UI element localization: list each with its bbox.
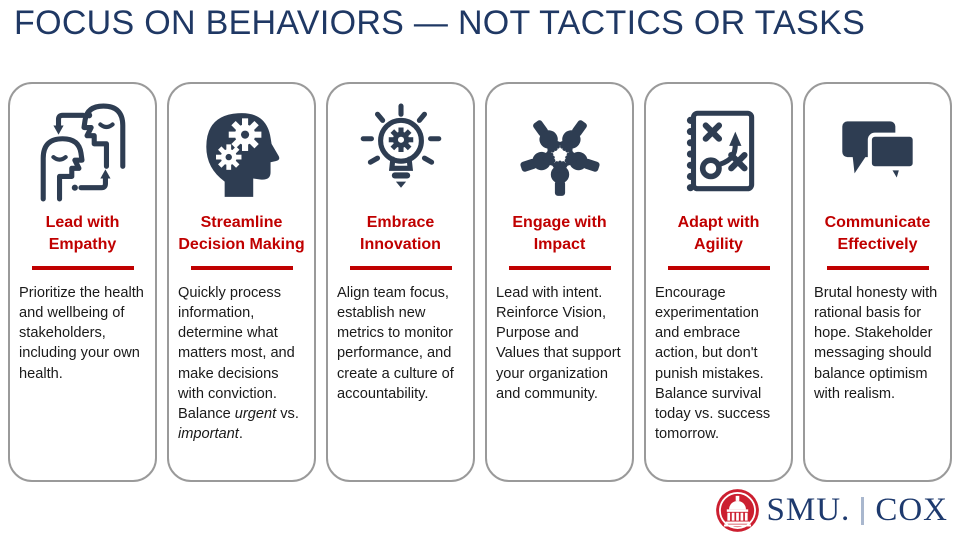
smu-seal-icon: [715, 488, 760, 533]
red-divider: [31, 266, 134, 270]
card-title: Embrace Innovation: [360, 214, 441, 253]
card-adapt-with-agility: Adapt with Agility Encourage experimenta…: [644, 82, 793, 482]
red-divider: [667, 266, 770, 270]
card-engage-with-impact: Engage with Impact Lead with intent. Rei…: [485, 82, 634, 482]
red-divider: [190, 266, 293, 270]
logo-divider: [861, 496, 865, 525]
lightbulb-gear-icon: [350, 96, 452, 208]
card-lead-with-empathy: Lead with Empathy Prioritize the health …: [8, 82, 157, 482]
speech-bubbles-icon: [827, 96, 929, 208]
strategy-playbook-icon: [668, 96, 770, 208]
card-embrace-innovation: Embrace Innovation Align team focus, est…: [326, 82, 475, 482]
red-divider: [349, 266, 452, 270]
slide-title: FOCUS ON BEHAVIORS — NOT TACTICS OR TASK…: [14, 4, 866, 42]
card-body: Brutal honesty with rational basis for h…: [814, 285, 938, 402]
card-body: Lead with intent. Reinforce Vision, Purp…: [496, 285, 621, 402]
behavior-cards: Lead with Empathy Prioritize the health …: [8, 82, 952, 482]
card-title: Engage with Impact: [512, 214, 607, 253]
card-title: Communicate Effectively: [824, 214, 931, 253]
card-body: Quickly process information, determine w…: [178, 285, 299, 442]
card-title: Lead with Empathy: [45, 214, 120, 253]
card-body: Encourage experimentation and embrace ac…: [655, 285, 771, 442]
logo-cox-text: COX: [875, 492, 948, 528]
empathy-heads-icon: [32, 96, 134, 208]
red-divider: [826, 266, 929, 270]
card-body: Align team focus, establish new metrics …: [337, 285, 454, 402]
head-gears-icon: [191, 96, 293, 208]
smu-cox-logo: SMU. COX: [715, 488, 948, 533]
card-title: Streamline Decision Making: [178, 214, 305, 253]
hands-together-icon: [509, 96, 611, 208]
card-body: Prioritize the health and wellbeing of s…: [19, 285, 144, 382]
card-communicate-effectively: Communicate Effectively Brutal honesty w…: [803, 82, 952, 482]
red-divider: [508, 266, 611, 270]
card-title: Adapt with Agility: [677, 214, 760, 253]
card-streamline-decision-making: Streamline Decision Making Quickly proce…: [167, 82, 316, 482]
logo-smu-text: SMU.: [766, 492, 851, 528]
